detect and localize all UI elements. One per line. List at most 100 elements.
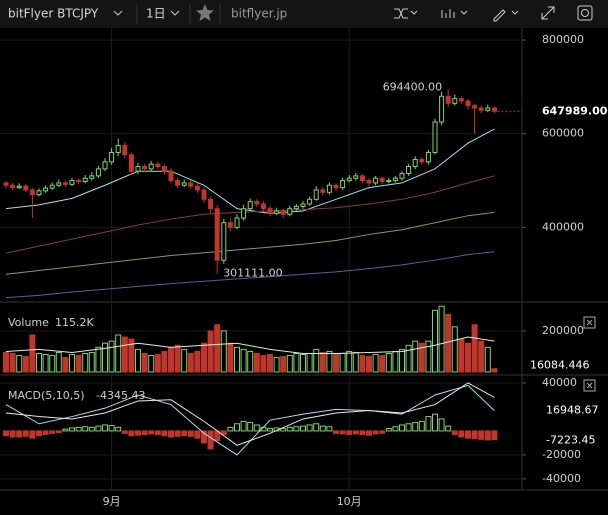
moving-average bbox=[5, 251, 495, 299]
symbol[interactable]: bitFlyer BTCJPY bbox=[8, 7, 99, 21]
volume-bar bbox=[121, 336, 128, 373]
macd-histogram bbox=[458, 430, 465, 438]
candle-body bbox=[36, 190, 42, 196]
macd-histogram bbox=[128, 430, 135, 437]
y-tick-label: 40000 bbox=[542, 376, 577, 389]
legend-value: -4345.43 bbox=[96, 389, 145, 402]
macd-histogram bbox=[181, 430, 188, 437]
favorite-icon[interactable] bbox=[196, 4, 214, 21]
macd-histogram bbox=[484, 430, 491, 441]
macd-histogram bbox=[42, 430, 49, 436]
macd-histogram bbox=[438, 418, 445, 432]
candle-body bbox=[10, 184, 16, 189]
volume-bar bbox=[75, 355, 82, 373]
macd-histogram bbox=[432, 413, 438, 432]
candle-body bbox=[135, 166, 141, 172]
candle-body bbox=[69, 180, 75, 185]
macd-histogram bbox=[313, 423, 320, 432]
macd-histogram bbox=[399, 424, 405, 432]
close-macd[interactable] bbox=[583, 379, 596, 392]
volume-bar bbox=[333, 354, 339, 373]
close-volume-x[interactable] bbox=[586, 319, 593, 326]
volume-bar bbox=[465, 342, 471, 373]
macd-histogram bbox=[88, 426, 95, 432]
volume-bar bbox=[366, 356, 372, 373]
snapshot-icon[interactable] bbox=[577, 5, 593, 21]
volume-bar bbox=[181, 348, 188, 373]
y-tick-label: -40000 bbox=[542, 472, 581, 485]
macd-histogram bbox=[359, 430, 366, 436]
candle-body bbox=[386, 180, 392, 183]
volume-bar bbox=[385, 353, 392, 373]
macd-histogram bbox=[366, 430, 372, 436]
volume-bar bbox=[300, 354, 306, 373]
volume-bar bbox=[253, 353, 260, 373]
volume-bar bbox=[319, 351, 326, 373]
candle-body bbox=[142, 166, 148, 170]
candle-body bbox=[201, 189, 207, 200]
volume-bar bbox=[306, 353, 313, 373]
candle-body bbox=[485, 107, 491, 111]
macd-histogram bbox=[22, 430, 29, 437]
compare-icon[interactable] bbox=[394, 8, 408, 19]
volume-bar bbox=[174, 344, 181, 373]
macd-histogram bbox=[161, 430, 168, 437]
volume-bar bbox=[418, 342, 425, 373]
volume-bar bbox=[207, 330, 214, 373]
candle-body bbox=[109, 151, 115, 163]
candle-body bbox=[115, 144, 121, 153]
candle-body bbox=[102, 161, 108, 170]
close-volume[interactable] bbox=[583, 316, 596, 329]
macd-histogram bbox=[207, 430, 214, 450]
candle-body bbox=[122, 144, 128, 156]
macd-histogram bbox=[154, 430, 161, 436]
candle-body bbox=[214, 208, 220, 261]
macd-histogram bbox=[187, 430, 194, 437]
volume-bar bbox=[62, 357, 69, 373]
macd-histogram bbox=[385, 428, 392, 432]
volume-bar bbox=[49, 355, 56, 373]
macd-histogram bbox=[75, 426, 82, 432]
macd-histogram bbox=[174, 430, 181, 437]
fullscreen-icon[interactable] bbox=[541, 6, 555, 20]
macd-line bbox=[5, 384, 495, 456]
volume-bar bbox=[267, 354, 273, 373]
candle-body bbox=[287, 208, 293, 215]
macd-histogram bbox=[425, 416, 432, 432]
close-macd-x[interactable] bbox=[586, 382, 593, 389]
histogram-current-label: -7223.45 bbox=[546, 434, 595, 447]
indicator-icon[interactable] bbox=[441, 9, 455, 18]
chevrons[interactable] bbox=[410, 10, 519, 15]
volume-bar bbox=[148, 355, 155, 373]
candle-body bbox=[293, 205, 299, 210]
interval-chevron[interactable] bbox=[170, 10, 180, 16]
macd-histogram bbox=[280, 428, 287, 432]
candle-body bbox=[82, 177, 88, 183]
snapshot-lens[interactable] bbox=[581, 9, 589, 17]
price-annotation: 301111.00 bbox=[223, 267, 283, 280]
volume-bar bbox=[108, 340, 115, 373]
macd-histogram bbox=[135, 430, 141, 436]
candle-body bbox=[221, 222, 227, 261]
volume-bar bbox=[326, 350, 333, 373]
candle-body bbox=[439, 95, 445, 123]
candle-body bbox=[227, 222, 233, 228]
candle-body bbox=[260, 203, 266, 210]
volume-bar bbox=[491, 368, 498, 373]
candle-body bbox=[366, 180, 372, 184]
legend-title: MACD(5,10,5) bbox=[8, 389, 85, 402]
legend-title: Volume bbox=[8, 316, 49, 329]
macd-histogram bbox=[201, 430, 207, 444]
volume-bar bbox=[392, 350, 399, 373]
symbol-chevron[interactable] bbox=[113, 10, 123, 16]
volume-bar bbox=[88, 351, 95, 373]
volume-bar bbox=[313, 348, 320, 373]
macd-histogram bbox=[3, 430, 9, 437]
interval[interactable]: 1日 bbox=[146, 7, 166, 21]
x-tick-label: 9月 bbox=[103, 495, 121, 508]
macd-histogram bbox=[352, 430, 359, 435]
draw-icon[interactable] bbox=[493, 9, 506, 22]
volume-bar bbox=[379, 355, 386, 373]
volume-bar bbox=[372, 354, 379, 373]
volume-bar bbox=[412, 340, 419, 373]
